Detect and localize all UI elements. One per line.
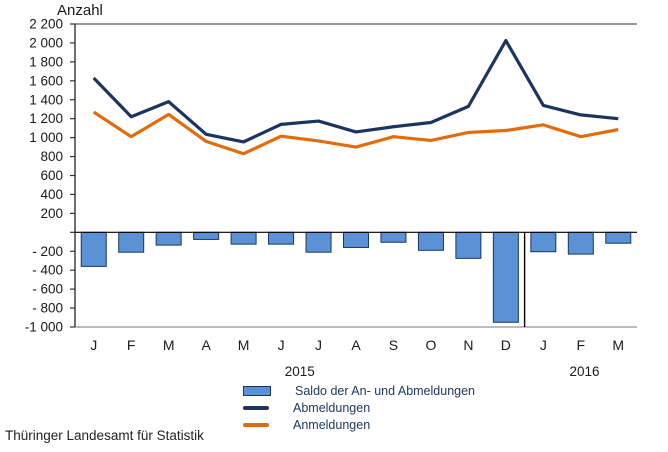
chart-legend: Saldo der An- und Abmeldungen Abmeldunge… [243,383,475,432]
legend-item-anmeldungen: Anmeldungen [243,417,475,432]
x-year-label: 2016 [570,364,600,379]
x-month-label: N [463,337,473,353]
saldo-bar [530,231,557,253]
y-tick-label: 200 [40,206,63,221]
legend-label-anmeldungen: Anmeldungen [293,417,371,432]
x-month-label: J [90,337,97,353]
x-year-label: 2015 [285,364,315,379]
legend-item-abmeldungen: Abmeldungen [243,400,475,415]
legend-label-saldo: Saldo der An- und Abmeldungen [295,383,475,398]
x-month-label: J [540,337,547,353]
y-tick-label: 2 000 [29,35,63,50]
saldo-bar [455,231,482,259]
y-tick-label: 1 600 [29,73,63,88]
saldo-bar [380,231,407,243]
anmeldungen-line [92,110,619,156]
legend-label-abmeldungen: Abmeldungen [293,400,371,415]
y-tick-label: 1 200 [29,111,63,126]
x-month-label: F [127,337,136,353]
y-tick-label: 1 000 [29,130,63,145]
saldo-bar-swatch-icon [243,385,271,396]
x-month-label: D [501,337,511,353]
saldo-bar [155,231,182,246]
x-month-label: M [612,337,624,353]
y-tick-label: 600 [40,168,63,183]
x-month-label: J [315,337,322,353]
y-tick-label: - 400 [32,263,63,278]
x-month-label: M [163,337,175,353]
y-tick-label: -1 000 [25,320,63,335]
saldo-bar [492,231,519,323]
saldo-bar [605,231,632,244]
x-month-label: J [278,337,285,353]
saldo-bar [193,231,220,240]
legend-item-saldo: Saldo der An- und Abmeldungen [243,383,475,398]
source-attribution: Thüringer Landesamt für Statistik [5,428,204,443]
saldo-bar [118,231,145,253]
abmeldungen-line [92,38,619,144]
anmeldungen-line-swatch-icon [243,422,269,427]
x-month-label: F [577,337,586,353]
y-tick-label: 800 [40,149,63,164]
abmeldungen-line-swatch-icon [243,405,269,410]
x-month-label: M [238,337,250,353]
y-tick-label: - 600 [32,282,63,297]
saldo-bar [268,231,295,245]
y-axis-title: Anzahl [57,2,103,19]
y-tick-label: 1 800 [29,54,63,69]
y-tick-label: 1 400 [29,92,63,107]
saldo-bar [343,231,369,248]
y-tick-label: 400 [40,187,63,202]
y-tick-label: - 800 [32,301,63,316]
saldo-bar [305,231,332,253]
y-tick-label: 2 200 [29,17,63,32]
saldo-bar [417,231,444,251]
x-month-label: A [351,337,361,353]
y-tick-label: - 200 [32,244,63,259]
saldo-bar [567,231,594,255]
saldo-bar [80,231,107,267]
saldo-bar [230,231,257,245]
x-month-label: S [389,337,398,353]
x-month-label: A [201,337,211,353]
x-month-label: O [425,337,436,353]
